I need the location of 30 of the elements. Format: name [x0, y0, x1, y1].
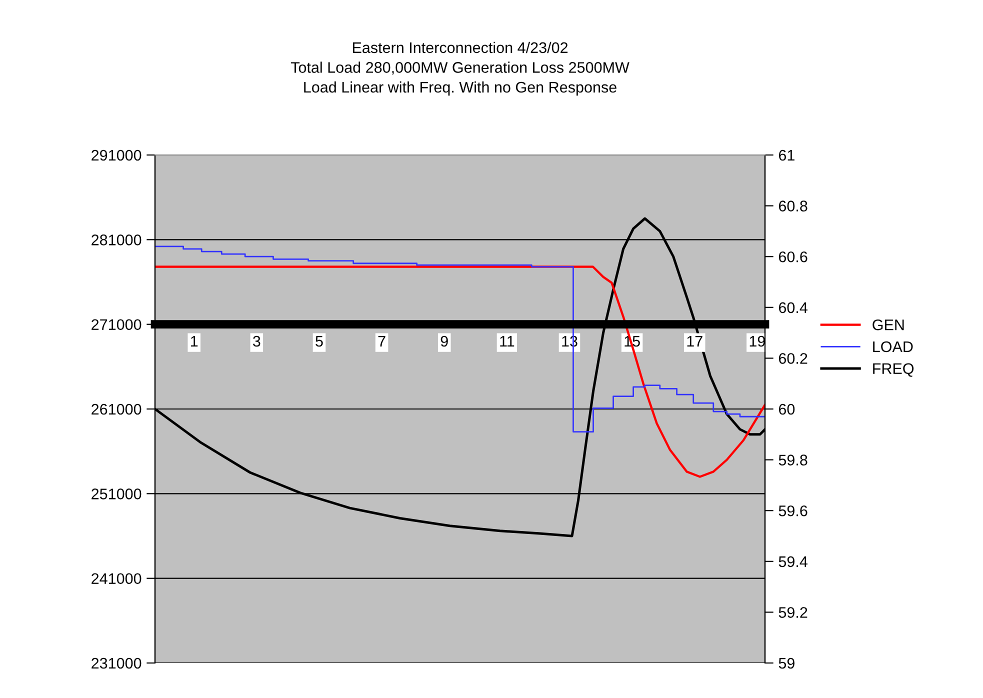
- legend-label: LOAD: [873, 341, 913, 352]
- x-tick-label: 1: [191, 336, 198, 347]
- y2-tick-label: 60.4: [778, 302, 808, 314]
- y2-tick-label: 59.6: [778, 505, 808, 516]
- y2-tick-label: 59: [778, 658, 794, 669]
- x-tick-label: 9: [440, 336, 448, 347]
- y-tick-label: 291000: [92, 150, 142, 161]
- y2-tick-label: 59.4: [778, 556, 808, 568]
- y2-tick-label: 60.8: [778, 200, 808, 212]
- chart-title: Eastern Interconnection 4/23/02 Total Load 280,000MW Generation Loss 2500MW Load Linear with Freq. With no Gen Response: [290, 42, 630, 96]
- legend-label: FREQ: [873, 363, 914, 377]
- y-tick-label: 241000: [92, 573, 142, 584]
- x-tick-label: 17: [687, 336, 702, 347]
- x-tick-label: 7: [378, 336, 386, 347]
- y-tick-label: 251000: [92, 488, 142, 500]
- y2-tick-label: 60: [778, 404, 795, 415]
- y2-tick-label: 60.6: [778, 251, 808, 262]
- x-tick-label: 3: [253, 336, 260, 347]
- y2-tick-label: 60.2: [778, 353, 808, 364]
- y-tick-label: 271000: [92, 319, 142, 330]
- y2-tick-label: 59.8: [778, 454, 808, 466]
- y2-tick-label: 59.2: [778, 607, 808, 618]
- x-tick-label: 5: [316, 336, 323, 347]
- x-tick-label: 11: [500, 336, 514, 347]
- y2-tick-label: 61: [778, 150, 794, 161]
- y-tick-label: 281000: [92, 234, 142, 246]
- legend-label: GEN: [872, 319, 904, 330]
- y-tick-label: 261000: [92, 404, 142, 415]
- x-tick-label: 19: [750, 336, 765, 347]
- y-tick-label: 231000: [92, 658, 142, 669]
